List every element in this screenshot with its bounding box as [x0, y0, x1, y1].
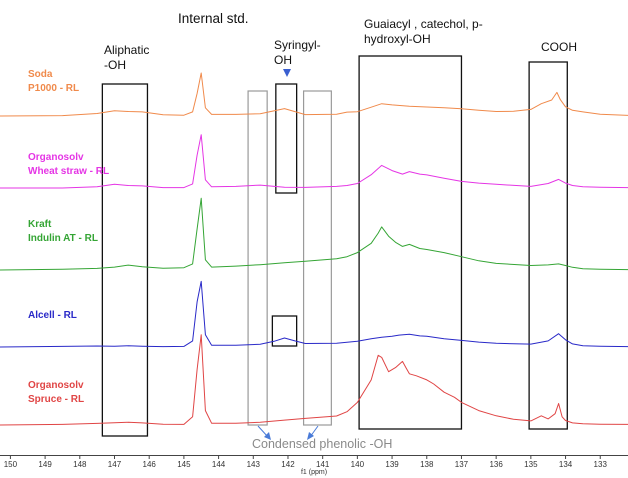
annotation-syringyl-line1: Syringyl- — [274, 38, 321, 52]
series-label-alcell-line1: Alcell - RL — [28, 310, 77, 321]
series-label-soda-line2: P1000 - RL — [28, 83, 80, 94]
annotation-aliphatic-line2: -OH — [104, 58, 126, 72]
annotation-condensed-phenolic: Condensed phenolic -OH — [252, 437, 393, 451]
x-tick-label-137: 137 — [454, 460, 469, 469]
series-label-kraft: Kraft Indulin AT - RL — [28, 218, 98, 246]
series-line-1 — [0, 134, 628, 189]
x-tick-label-149: 149 — [38, 460, 52, 469]
annotation-guaiacyl-line1: Guaiacyl , catechol, p- — [364, 17, 483, 31]
annotation-guaiacyl: Guaiacyl , catechol, p- hydroxyl-OH — [364, 17, 483, 47]
series-label-alcell: Alcell - RL — [28, 309, 77, 323]
x-tick-label-134: 134 — [558, 460, 573, 469]
guaiacyl-region-box — [358, 55, 463, 430]
x-tick-label-147: 147 — [107, 460, 122, 469]
series-line-2 — [0, 197, 628, 271]
series-line-4 — [0, 334, 628, 426]
annotation-internal-std: Internal std. — [178, 11, 249, 26]
syringyl-region-box-upper — [275, 83, 298, 194]
series-label-spruce-line2: Spruce - RL — [28, 394, 85, 405]
condensed-region-box-left — [247, 90, 268, 426]
annotation-syringyl: Syringyl- OH — [274, 38, 321, 68]
x-tick-label-140: 140 — [350, 460, 365, 469]
x-tick-label-135: 135 — [524, 460, 538, 469]
aliphatic-region-box — [101, 83, 149, 437]
annotation-aliphatic: Aliphatic -OH — [104, 43, 149, 73]
series-label-wheat-line2: Wheat straw - RL — [28, 166, 110, 177]
series-label-soda-line1: Soda — [28, 69, 53, 80]
x-tick-label-148: 148 — [73, 460, 87, 469]
x-tick-label-133: 133 — [593, 460, 607, 469]
series-line-3 — [0, 280, 628, 348]
series-label-kraft-line2: Indulin AT - RL — [28, 233, 98, 244]
series-label-organosolv-spruce: Organosolv Spruce - RL — [28, 379, 84, 407]
x-tick-label-141: 141 — [315, 460, 330, 469]
series-label-kraft-line1: Kraft — [28, 219, 52, 230]
condensed-arrow-left-head — [264, 432, 271, 440]
annotation-syringyl-line2: OH — [274, 53, 292, 67]
series-line-0 — [0, 72, 628, 117]
x-tick-label-150: 150 — [3, 460, 18, 469]
series-label-wheat-line1: Organosolv — [28, 152, 84, 163]
series-label-soda: Soda P1000 - RL — [28, 68, 79, 96]
x-tick-label-144: 144 — [211, 460, 226, 469]
cooh-region-box — [528, 61, 568, 430]
x-tick-label-143: 143 — [246, 460, 260, 469]
x-tick-label-139: 139 — [385, 460, 399, 469]
annotation-guaiacyl-line2: hydroxyl-OH — [364, 32, 431, 46]
series-label-organosolv-wheat-straw: Organosolv Wheat straw - RL — [28, 151, 109, 179]
annotation-cooh: COOH — [541, 40, 577, 54]
condensed-region-box-right — [302, 90, 332, 426]
x-tick-label-146: 146 — [142, 460, 156, 469]
x-tick-label-138: 138 — [420, 460, 434, 469]
syringyl-region-box-lower — [271, 315, 298, 347]
syringyl-arrow — [283, 69, 291, 77]
x-axis-label: f1 (ppm) — [300, 469, 328, 476]
x-tick-label-142: 142 — [281, 460, 295, 469]
condensed-arrow-right-head — [307, 432, 314, 440]
x-tick-label-136: 136 — [489, 460, 503, 469]
x-tick-label-145: 145 — [177, 460, 191, 469]
annotation-aliphatic-line1: Aliphatic — [104, 43, 150, 57]
series-label-spruce-line1: Organosolv — [28, 380, 84, 391]
